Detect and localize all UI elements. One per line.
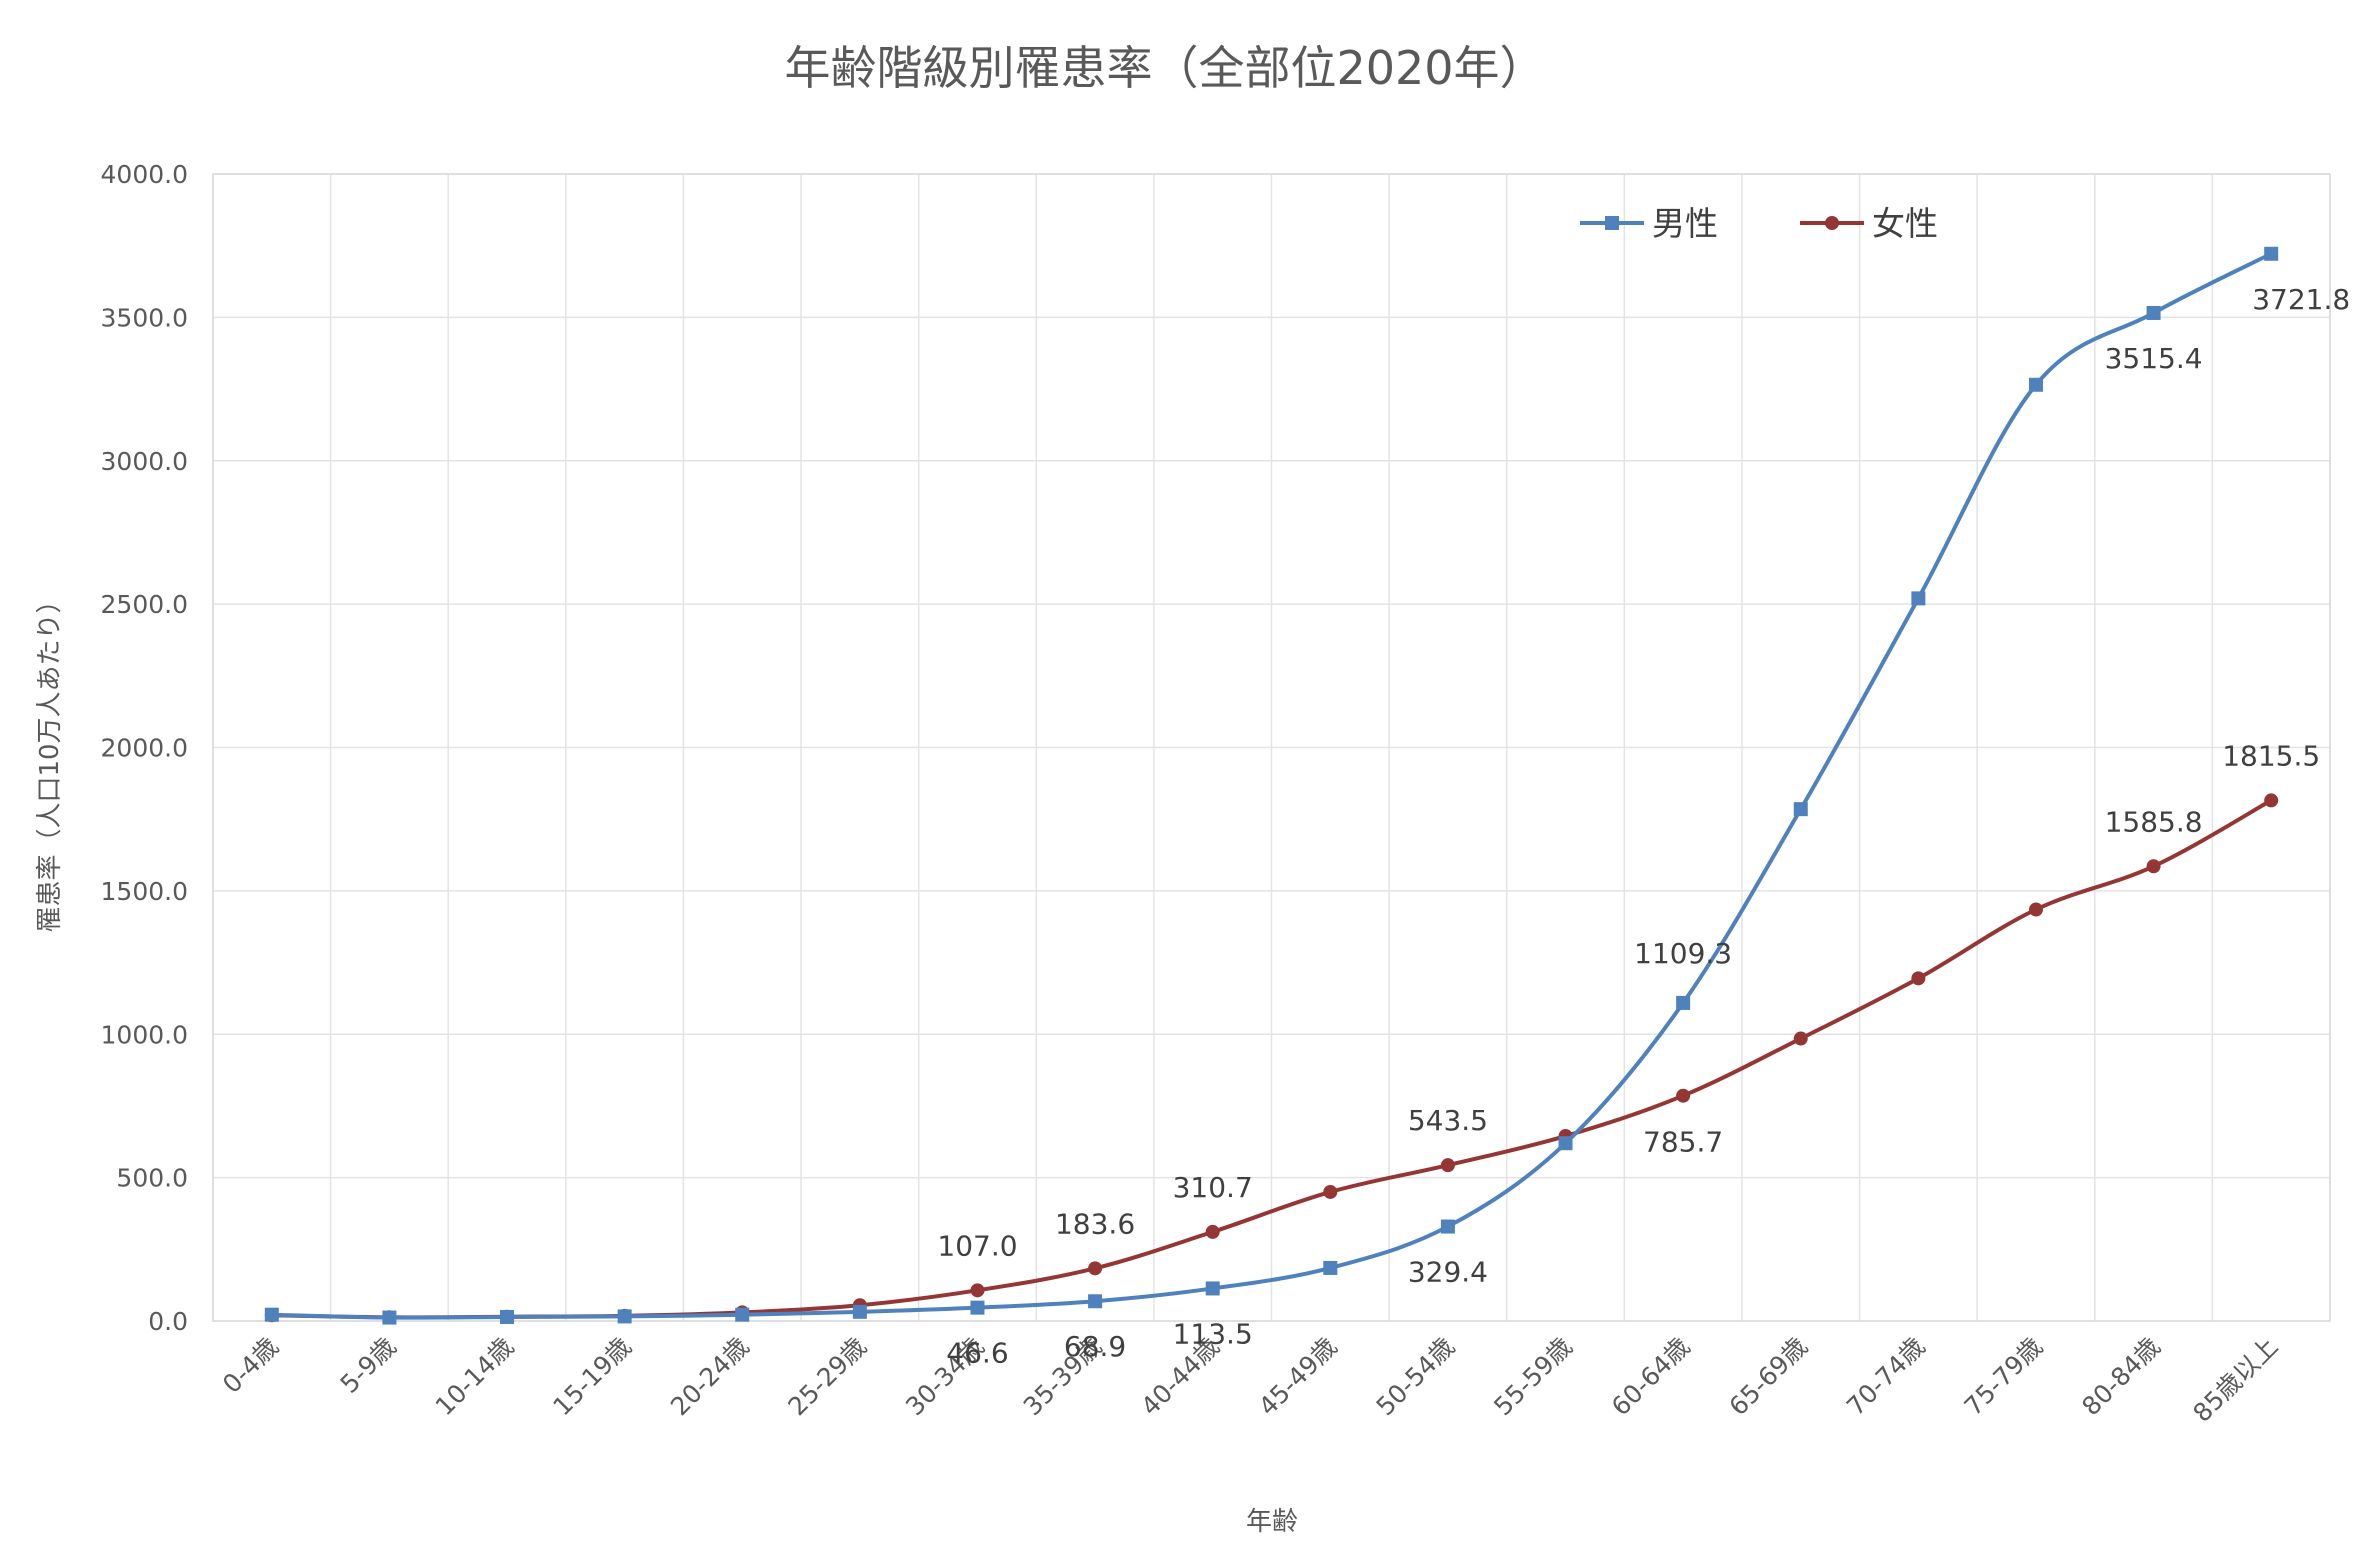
x-tick-label: 85歳以上 xyxy=(2187,1332,2283,1428)
y-axis-title: 罹患率（人口10万人あたり） xyxy=(35,587,65,932)
data-point-female xyxy=(2146,859,2161,874)
x-tick-label: 15-19歳 xyxy=(547,1332,637,1422)
data-point-male xyxy=(500,1309,515,1324)
y-axis: 0.0 500.0 1000.0 1500.0 2000.0 2500.0 3000.0 35… xyxy=(101,160,188,1336)
data-label-male: 1109.3 xyxy=(1634,937,1732,970)
data-point-female xyxy=(1911,971,1926,986)
legend-marker-male xyxy=(1605,216,1619,230)
x-tick-label: 0-4歳 xyxy=(217,1332,284,1399)
data-label-male: 3721.8 xyxy=(2252,283,2350,316)
data-point-female xyxy=(1088,1261,1103,1276)
data-point-male xyxy=(852,1304,867,1319)
data-label-female: 543.5 xyxy=(1408,1104,1488,1137)
data-point-male xyxy=(1205,1281,1220,1296)
data-point-male xyxy=(1440,1219,1455,1234)
x-tick-label: 25-29歳 xyxy=(783,1332,873,1422)
x-tick-label: 65-69歳 xyxy=(1723,1332,1813,1422)
data-point-male xyxy=(382,1310,397,1325)
data-label-male: 3515.4 xyxy=(2105,342,2203,375)
x-tick-label: 20-24歳 xyxy=(665,1332,755,1422)
data-point-female xyxy=(2264,793,2279,808)
series-layer xyxy=(264,246,2279,1325)
data-point-male xyxy=(1088,1294,1103,1309)
y-tick-label: 0.0 xyxy=(148,1307,188,1336)
x-tick-label: 70-74歳 xyxy=(1841,1332,1931,1422)
data-label-female: 1815.5 xyxy=(2222,739,2320,772)
data-point-female xyxy=(1205,1224,1220,1239)
x-tick-label: 45-49歳 xyxy=(1253,1332,1343,1422)
x-tick-label: 55-59歳 xyxy=(1488,1332,1578,1422)
gridlines xyxy=(212,173,2331,1322)
data-label-male: 329.4 xyxy=(1408,1256,1488,1289)
legend-label-male: 男性 xyxy=(1652,204,1718,243)
data-point-male xyxy=(1558,1136,1573,1151)
y-tick-label: 2000.0 xyxy=(101,734,188,763)
data-label-male: 68.9 xyxy=(1064,1330,1126,1363)
legend: 男性 女性 xyxy=(1580,204,1938,243)
legend-label-female: 女性 xyxy=(1872,204,1938,243)
data-label-male: 113.5 xyxy=(1173,1317,1253,1350)
data-point-male xyxy=(735,1307,750,1322)
data-label-male: 46.6 xyxy=(946,1337,1008,1370)
y-tick-label: 3000.0 xyxy=(101,447,188,476)
data-label-female: 1585.8 xyxy=(2105,805,2203,838)
data-label-female: 785.7 xyxy=(1643,1126,1723,1159)
data-point-female xyxy=(2028,902,2043,917)
data-point-female xyxy=(970,1283,985,1298)
x-tick-label: 5-9歳 xyxy=(335,1332,402,1399)
x-tick-label: 10-14歳 xyxy=(430,1332,520,1422)
chart-title: 年齢階級別罹患率（全部位2020年） xyxy=(784,41,1545,95)
data-point-female xyxy=(1793,1031,1808,1046)
data-label-female: 310.7 xyxy=(1173,1171,1253,1204)
x-tick-label: 60-64歳 xyxy=(1606,1332,1696,1422)
x-tick-label: 80-84歳 xyxy=(2076,1332,2166,1422)
x-tick-label: 50-54歳 xyxy=(1371,1332,1461,1422)
plot-area xyxy=(212,173,2331,1322)
data-point-female xyxy=(1440,1158,1455,1173)
data-label-female: 183.6 xyxy=(1055,1207,1135,1240)
y-tick-label: 2500.0 xyxy=(101,590,188,619)
data-point-male xyxy=(1676,995,1691,1010)
y-tick-label: 3500.0 xyxy=(101,303,188,332)
data-point-female xyxy=(1676,1088,1691,1103)
y-tick-label: 500.0 xyxy=(116,1164,188,1193)
data-point-female xyxy=(1323,1184,1338,1199)
data-point-male xyxy=(2146,305,2161,320)
data-point-male xyxy=(1323,1260,1338,1275)
data-point-male xyxy=(2028,377,2043,392)
y-tick-label: 1000.0 xyxy=(101,1020,188,1049)
data-point-male xyxy=(1793,802,1808,817)
y-tick-label: 1500.0 xyxy=(101,877,188,906)
x-axis-title: 年齢 xyxy=(1246,1507,1298,1537)
data-point-male xyxy=(264,1307,279,1322)
data-labels: 107.0 183.6 310.7 543.5 785.7 1585.8 1815.5 46.… xyxy=(937,283,2350,1370)
data-label-female: 107.0 xyxy=(937,1229,1017,1262)
legend-marker-female xyxy=(1825,216,1839,230)
x-tick-label: 75-79歳 xyxy=(1959,1332,2049,1422)
series-line-male xyxy=(271,251,2273,1320)
data-point-male xyxy=(617,1309,632,1324)
data-point-male xyxy=(970,1300,985,1315)
data-point-male xyxy=(2264,246,2279,261)
y-tick-label: 4000.0 xyxy=(101,160,188,189)
data-point-male xyxy=(1911,591,1926,606)
